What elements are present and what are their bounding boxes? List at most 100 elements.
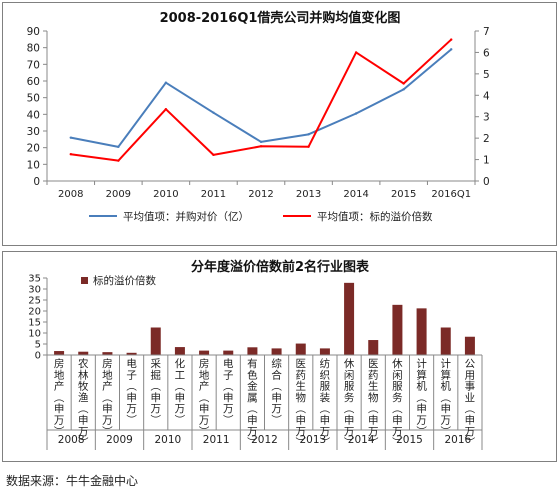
category-label: 化工︵申万︶ (175, 357, 186, 427)
year-label: 2013 (299, 434, 326, 446)
legend-swatch (81, 277, 88, 284)
bar (344, 282, 355, 355)
series-point (212, 111, 215, 114)
year-label: 2010 (154, 434, 181, 446)
bar (464, 336, 475, 355)
x-tick-label: 2014 (343, 189, 368, 200)
right-tick-label: 1 (483, 155, 490, 167)
bar-chart-panel: 分年度溢价倍数前2名行业图表 0 5 10 15 20 25 30 35 标的溢价倍数房地产︵申万… (2, 251, 557, 462)
left-tick-label: 90 (27, 26, 40, 38)
source-note: 数据来源：牛牛金融中心 (6, 474, 139, 488)
year-label: 2015 (396, 434, 423, 446)
left-tick-label: 30 (27, 126, 40, 138)
right-tick-label: 3 (483, 112, 490, 124)
series-point (354, 51, 358, 54)
bar (102, 352, 113, 355)
year-label: 2016 (444, 434, 471, 446)
year-label: 2012 (251, 434, 278, 446)
left-tick-label: 80 (27, 43, 40, 55)
series-point (402, 82, 405, 85)
legend-label: 平均值项：标的溢价倍数 (317, 210, 433, 223)
category-label: 农林牧渔︵申万︶ (78, 357, 89, 449)
category-label: 计算机︵申万︶ (441, 357, 452, 438)
line-chart: 2008-2016Q1借壳公司并购均值变化图010203040506070809… (27, 10, 490, 223)
category-label: 休闲服务︵申万︶ (344, 358, 355, 449)
bar (368, 340, 379, 355)
category-label: 房地产︵申万︶ (54, 357, 65, 438)
bar (295, 343, 306, 355)
bar (199, 350, 210, 355)
bar (78, 351, 89, 355)
line-chart-panel: 2008-2016Q1借壳公司并购均值变化图 0 10 20 30 40 50 60 70 80 9… (2, 2, 557, 246)
series-point (307, 145, 310, 148)
y-tick-label: 25 (28, 296, 41, 307)
category-label: 休闲服务︵申万︶ (392, 358, 403, 449)
left-tick-label: 50 (27, 93, 40, 105)
left-tick-label: 10 (27, 159, 40, 171)
series-point (450, 38, 453, 41)
series-point (117, 159, 120, 162)
y-tick-label: 0 (35, 351, 41, 362)
left-tick-label: 40 (27, 109, 40, 121)
series-point (259, 140, 263, 144)
category-label: 医药生物︵申万︶ (296, 358, 307, 449)
right-tick-label: 6 (483, 47, 490, 59)
y-tick-label: 10 (28, 329, 41, 340)
year-label: 2008 (58, 434, 85, 446)
y-tick-label: 20 (28, 307, 41, 318)
category-label: 有色金属︵申万︶ (247, 357, 258, 449)
bar (247, 347, 258, 355)
series-point (402, 88, 405, 91)
series-point (450, 48, 453, 51)
year-label: 2011 (203, 434, 230, 446)
category-label: 电子︵申万︶ (223, 357, 234, 427)
category-label: 综合︵申万︶ (271, 357, 282, 427)
legend-label: 标的溢价倍数 (93, 274, 156, 287)
y-tick-label: 35 (28, 274, 41, 285)
category-label: 电子︵申万︶ (126, 357, 137, 427)
left-tick-label: 70 (27, 59, 40, 71)
series-line (70, 48, 452, 148)
x-tick-label: 2011 (201, 189, 226, 200)
category-label: 纺织服装︵申万︶ (320, 357, 331, 449)
x-tick-label: 2010 (153, 189, 178, 200)
chart-title: 2008-2016Q1借壳公司并购均值变化图 (160, 10, 401, 26)
year-label: 2014 (348, 434, 375, 446)
x-tick-label: 2013 (296, 189, 321, 200)
bar (392, 304, 403, 355)
series-point (354, 112, 358, 115)
right-tick-label: 4 (483, 90, 490, 102)
series-point (69, 136, 72, 139)
bar (223, 350, 234, 355)
series-point (164, 108, 168, 111)
category-label: 医药生物︵申万︶ (368, 358, 379, 449)
series-point (307, 133, 310, 136)
left-tick-label: 0 (33, 176, 40, 188)
bar (150, 327, 161, 355)
bar (271, 348, 282, 355)
series-point (259, 145, 263, 148)
left-tick-label: 60 (27, 76, 40, 88)
y-tick-label: 15 (28, 318, 41, 329)
bar (54, 351, 65, 355)
right-tick-label: 0 (483, 176, 490, 188)
right-tick-label: 7 (483, 26, 490, 38)
category-label: 房地产︵申万︶ (199, 357, 210, 438)
x-tick-label: 2016Q1 (431, 189, 471, 200)
series-point (117, 145, 120, 149)
x-tick-label: 2015 (391, 189, 416, 200)
category-label: 公用事业︵申万︶ (465, 358, 476, 449)
x-tick-label: 2012 (248, 189, 273, 200)
bar (126, 352, 137, 355)
left-tick-label: 20 (27, 143, 40, 155)
right-tick-label: 2 (483, 133, 490, 145)
series-point (164, 81, 168, 84)
legend-label: 平均值项：并购对价（亿） (123, 210, 249, 223)
y-tick-label: 5 (35, 340, 41, 351)
y-tick-label: 30 (28, 285, 41, 296)
bar (416, 308, 427, 355)
x-tick-label: 2008 (58, 189, 83, 200)
chart-title: 分年度溢价倍数前2名行业图表 (191, 259, 370, 275)
category-label: 房地产︵申万︶ (102, 357, 113, 438)
